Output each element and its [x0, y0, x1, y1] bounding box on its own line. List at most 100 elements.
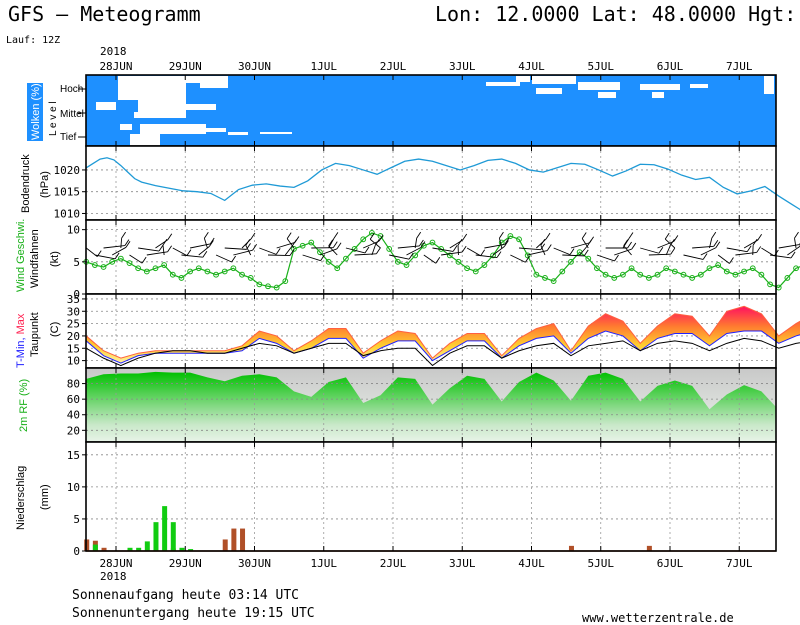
cloud-label: Wolken (%): [30, 83, 42, 140]
pressure-line: [85, 157, 800, 211]
wind-point: [611, 275, 618, 281]
dew-label: Taupunkt: [29, 312, 41, 357]
wind-barb-feather: [114, 252, 120, 260]
wind-point: [256, 281, 263, 288]
year-top: 2018: [100, 45, 127, 58]
wind-point: [308, 239, 315, 246]
wind-point: [351, 246, 358, 252]
wind-barb-feather: [540, 243, 546, 250]
wind-point: [455, 258, 462, 265]
wind-barb-feather: [209, 237, 215, 245]
wind-point: [403, 262, 410, 268]
wind-barb: [363, 240, 380, 249]
wind-barb-feather: [121, 231, 126, 239]
wind-point: [143, 268, 150, 275]
wind-point: [239, 271, 245, 278]
rh-tick-label: 80: [67, 378, 80, 391]
precip-bar-stratiform: [568, 545, 574, 551]
wind-point: [91, 262, 98, 268]
wind-barb: [302, 254, 321, 262]
wind-barb-feather: [336, 242, 342, 250]
wind-point: [559, 268, 566, 275]
day-labels-top: 28JUN 29JUN 30JUN 1JUL 2JUL 3JUL 4JUL 5JUL 6JUL 7…: [99, 60, 752, 73]
cloud-gap: [690, 84, 708, 88]
wind-point: [758, 271, 765, 278]
wind-barb: [787, 246, 800, 256]
rh-axis-labels: 2m RF (%): [18, 379, 30, 432]
cloud-axis-labels: Wolken (%) L e v e l Hoch Mittel Tief: [27, 83, 84, 143]
sunrise-text: Sonnenaufgang heute 03:14 UTC: [72, 588, 299, 603]
wind-barb: [726, 247, 748, 253]
wind-barb: [570, 242, 590, 249]
wind-barb-feather: [614, 254, 619, 262]
wind-point: [637, 271, 644, 278]
cloud-gap: [764, 76, 774, 94]
wind-barb: [224, 247, 247, 250]
wind-barb-feather: [141, 256, 147, 264]
site-credit: www.wetterzentrale.de: [582, 611, 734, 625]
pressure-tick-label: 1015: [54, 186, 81, 199]
pressure-unit: (hPa): [39, 171, 51, 198]
wind-barb: [510, 254, 526, 263]
wind-point: [732, 271, 739, 278]
wind-tick-label: 10: [67, 224, 80, 237]
wind-point: [135, 265, 142, 272]
precipitation-panel: 0 5 10 15: [67, 441, 777, 558]
wind-barb-feather: [209, 240, 214, 247]
day-label-top: 2JUL: [380, 60, 407, 73]
cloud-gap: [516, 76, 530, 82]
day-label-top: 30JUN: [238, 60, 271, 73]
wind-point: [464, 265, 470, 272]
precip-unit: (mm): [39, 484, 51, 510]
wind-barb-feather: [756, 246, 762, 253]
cloud-gap: [532, 76, 576, 84]
cloud-gap: [120, 124, 132, 130]
wind-barb: [717, 254, 730, 264]
wind-barb: [389, 254, 410, 260]
wind-barb-feather: [658, 246, 664, 254]
wind-barb-feather: [499, 231, 504, 239]
wind-barb-feather: [408, 252, 414, 260]
year-bottom: 2018: [100, 570, 127, 583]
pressure-tick-label: 1010: [54, 207, 81, 220]
wind-point: [645, 275, 652, 281]
wind-barb-feather: [332, 241, 338, 248]
cloud-gap: [176, 104, 216, 110]
cloud-gap: [140, 124, 206, 134]
cloud-level-mid: Mittel: [60, 109, 84, 120]
day-label-top: 4JUL: [518, 60, 545, 73]
wind-point: [100, 264, 107, 270]
temp-tick-label: 15: [67, 342, 80, 355]
precip-bar-stratiform: [231, 528, 237, 551]
wind-barb: [540, 245, 546, 256]
precip-bar-convective: [144, 541, 150, 551]
wind-point: [334, 265, 341, 272]
cloud-gap: [536, 88, 562, 94]
wind-barb: [138, 247, 160, 252]
wind-barb-feather: [369, 233, 375, 240]
wind-barb: [371, 245, 376, 256]
precip-bar-convective: [153, 522, 159, 551]
wind-point: [299, 242, 306, 249]
wind-barb-feather: [752, 238, 758, 246]
day-label-top: 3JUL: [449, 60, 476, 73]
wind-barb: [665, 245, 671, 256]
wind-barb: [276, 242, 296, 249]
wind-barb: [203, 238, 208, 249]
precip-bar-convective: [162, 506, 168, 551]
wind-barb-feather: [525, 255, 530, 263]
wind-barb: [648, 253, 671, 256]
wind-barb-feather: [202, 250, 208, 258]
wind-barb: [162, 245, 165, 256]
wind-barb: [709, 238, 713, 249]
day-label-bottom: 2JUL: [380, 557, 407, 570]
wind-point: [429, 239, 436, 246]
wind-barb: [406, 247, 422, 256]
wind-barb-feather: [670, 247, 676, 255]
wind-barb: [94, 254, 116, 260]
temp-tick-label: 30: [67, 305, 80, 318]
cloud-gap: [124, 85, 136, 92]
wind-barb-feather: [124, 239, 130, 246]
wind-point: [602, 271, 609, 278]
